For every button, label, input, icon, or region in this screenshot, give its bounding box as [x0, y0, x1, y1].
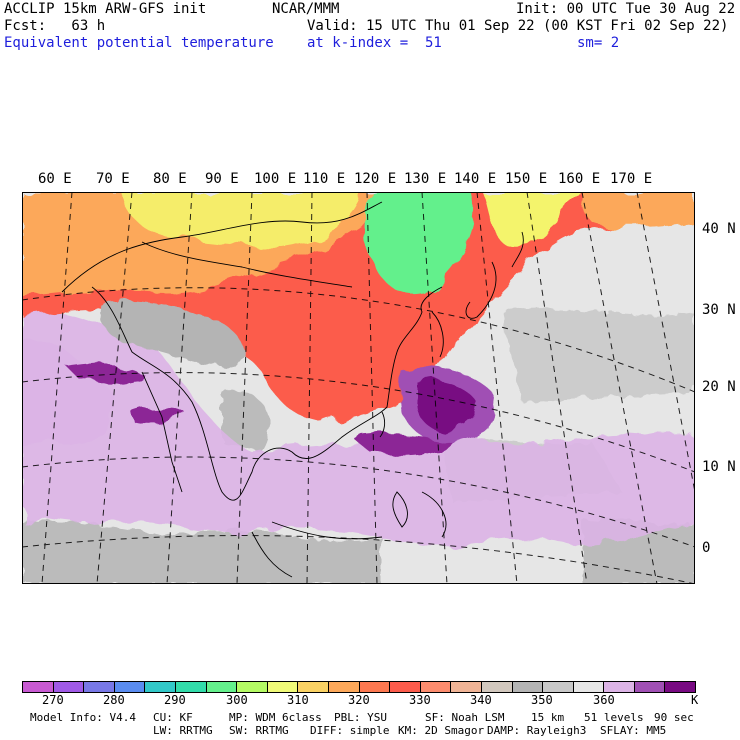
- colorbar-swatch: [451, 682, 482, 692]
- model-title: ACCLIP 15km ARW-GFS init: [4, 1, 207, 17]
- footer-mp: MP: WDM 6class: [229, 711, 322, 724]
- lon-label: 110 E: [303, 171, 346, 187]
- org-label: NCAR/MMM: [272, 1, 340, 17]
- colorbar-label: 330: [409, 693, 431, 707]
- colorbar-label: 340: [470, 693, 492, 707]
- map-frame: [22, 192, 695, 584]
- level-index: at k-index = 51: [307, 35, 442, 51]
- colorbar: [22, 681, 696, 693]
- colorbar-label: 270: [42, 693, 64, 707]
- colorbar-swatch: [53, 682, 85, 692]
- footer-model-info: Model Info: V4.4: [30, 711, 136, 724]
- colorbar-unit: K: [691, 693, 699, 707]
- lon-label: 160 E: [558, 171, 601, 187]
- lat-label: 40 N: [702, 221, 736, 237]
- lat-label: 30 N: [702, 302, 736, 318]
- colorbar-swatch: [543, 682, 574, 692]
- lat-label: 20 N: [702, 379, 736, 395]
- lon-label: 70 E: [96, 171, 130, 187]
- smoothing-label: sm= 2: [577, 35, 620, 51]
- lon-label: 60 E: [38, 171, 72, 187]
- lat-label: 10 N: [702, 459, 736, 475]
- colorbar-label: 290: [164, 693, 186, 707]
- footer-lw: LW: RRTMG: [153, 724, 213, 737]
- lon-label: 80 E: [153, 171, 187, 187]
- valid-time: Valid: 15 UTC Thu 01 Sep 22 (00 KST Fri …: [307, 18, 729, 34]
- footer-levels: 51 levels: [584, 711, 644, 724]
- colorbar-swatch: [145, 682, 176, 692]
- footer-pbl: PBL: YSU: [334, 711, 387, 724]
- lon-label: 150 E: [505, 171, 548, 187]
- colorbar-swatch: [206, 682, 238, 692]
- footer-damp: DAMP: Rayleigh3: [487, 724, 587, 737]
- footer-sf: SF: Noah LSM: [425, 711, 505, 724]
- theta-e-map: [22, 192, 695, 584]
- lat-label: 0: [702, 540, 711, 556]
- colorbar-swatch: [84, 682, 115, 692]
- colorbar-label: 320: [348, 693, 370, 707]
- colorbar-swatch: [634, 682, 666, 692]
- lon-label: 140 E: [454, 171, 497, 187]
- lon-label: 100 E: [254, 171, 297, 187]
- colorbar-swatch: [390, 682, 421, 692]
- colorbar-label: 360: [593, 693, 615, 707]
- colorbar-swatch: [175, 682, 207, 692]
- colorbar-swatch: [114, 682, 146, 692]
- footer-timestep: 90 sec: [654, 711, 694, 724]
- colorbar-swatch: [328, 682, 360, 692]
- colorbar-swatch: [298, 682, 329, 692]
- colorbar-swatch: [512, 682, 544, 692]
- colorbar-swatch: [359, 682, 391, 692]
- colorbar-label: 310: [287, 693, 309, 707]
- init-time: Init: 00 UTC Tue 30 Aug 22: [516, 1, 736, 17]
- forecast-hour: Fcst: 63 h: [4, 18, 106, 34]
- footer-cu: CU: KF: [153, 711, 193, 724]
- colorbar-swatch: [420, 682, 452, 692]
- footer-diff: DIFF: simple: [310, 724, 390, 737]
- lon-label: 90 E: [205, 171, 239, 187]
- colorbar-swatch: [665, 682, 696, 692]
- colorbar-label: 280: [103, 693, 125, 707]
- footer-sflay: SFLAY: MM5: [600, 724, 667, 737]
- lon-label: 120 E: [354, 171, 397, 187]
- colorbar-swatch: [573, 682, 605, 692]
- footer-resolution: 15 km: [531, 711, 565, 724]
- field-name: Equivalent potential temperature: [4, 35, 274, 51]
- lon-label: 130 E: [404, 171, 447, 187]
- footer-sw: SW: RRTMG: [229, 724, 289, 737]
- colorbar-swatch: [267, 682, 299, 692]
- colorbar-label: 350: [531, 693, 553, 707]
- colorbar-swatch: [23, 682, 54, 692]
- colorbar-swatch: [604, 682, 635, 692]
- colorbar-label: 300: [226, 693, 248, 707]
- footer-km: KM: 2D Smagor: [398, 724, 485, 737]
- colorbar-swatch: [237, 682, 268, 692]
- lon-label: 170 E: [610, 171, 653, 187]
- colorbar-swatch: [481, 682, 513, 692]
